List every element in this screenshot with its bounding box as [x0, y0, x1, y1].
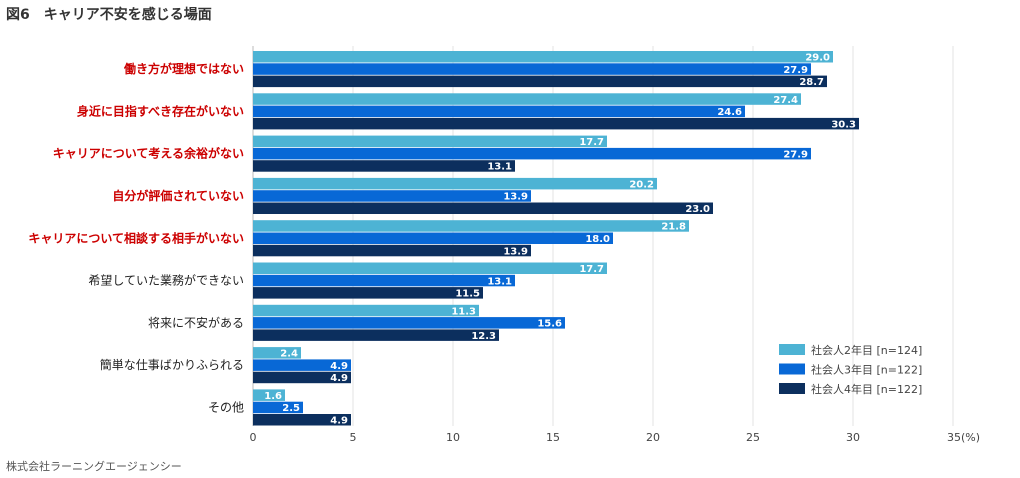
data-label: 2.4	[280, 349, 298, 360]
legend-label: 社会人2年目 [n=124]	[811, 343, 922, 357]
category-label: 働き方が理想ではない	[123, 61, 244, 76]
legend-swatch	[779, 344, 805, 355]
bar	[253, 329, 499, 341]
data-label: 13.1	[487, 276, 512, 287]
bar	[253, 117, 859, 130]
bar	[253, 93, 801, 105]
bar	[253, 287, 483, 299]
category-label: 希望していた業務ができない	[88, 273, 244, 288]
data-label: 13.1	[487, 162, 512, 173]
x-tick-label: 15	[546, 431, 560, 444]
source-credit: 株式会社ラーニングエージェンシー	[6, 460, 182, 473]
bar	[253, 63, 811, 75]
bar	[253, 274, 515, 287]
data-label: 2.5	[282, 403, 300, 414]
x-tick-label: 30	[846, 431, 860, 444]
legend-swatch	[779, 383, 805, 394]
legend-label: 社会人3年目 [n=122]	[811, 363, 922, 377]
bar	[253, 202, 713, 214]
x-tick-label: 0	[250, 431, 257, 444]
bar	[253, 389, 285, 401]
data-label: 4.9	[330, 373, 348, 384]
chart-title: 図6 キャリア不安を感じる場面	[6, 4, 212, 24]
bar	[253, 304, 479, 317]
data-label: 13.9	[503, 192, 528, 203]
data-label: 1.6	[264, 391, 282, 402]
bar	[253, 232, 613, 244]
data-label: 17.7	[579, 137, 604, 148]
bar	[253, 262, 607, 274]
bar	[253, 347, 301, 359]
data-label: 27.9	[783, 65, 808, 76]
bar	[253, 160, 515, 172]
data-label: 28.7	[799, 77, 824, 88]
title-text: キャリア不安を感じる場面	[43, 7, 212, 23]
bar	[253, 220, 689, 232]
data-label: 4.9	[330, 416, 348, 427]
x-tick-label: 25	[746, 431, 760, 444]
category-label: キャリアについて考える余裕がない	[53, 146, 244, 161]
category-label: 将来に不安がある	[148, 315, 244, 330]
data-label: 30.3	[831, 119, 856, 130]
figure-number: 図6	[6, 7, 30, 23]
category-label: 簡単な仕事ばかりふられる	[100, 357, 244, 372]
x-tick-label: 35(%)	[947, 431, 980, 444]
bar	[253, 177, 657, 190]
category-label: その他	[208, 400, 244, 414]
bar	[253, 105, 745, 118]
category-label: 身近に目指すべき存在がいない	[77, 103, 244, 118]
bar	[253, 244, 531, 257]
x-tick-label: 20	[646, 431, 660, 444]
data-label: 29.0	[805, 53, 830, 64]
bar	[253, 147, 811, 160]
legend-label: 社会人4年目 [n=122]	[811, 382, 922, 396]
data-label: 11.5	[455, 289, 480, 300]
data-label: 12.3	[471, 331, 496, 342]
bar	[253, 135, 607, 148]
x-tick-label: 5	[350, 431, 357, 444]
category-label: 自分が評価されていない	[112, 188, 244, 203]
bar	[253, 190, 531, 202]
bar	[253, 75, 827, 88]
data-label: 15.6	[537, 319, 562, 330]
data-label: 11.3	[451, 306, 476, 317]
data-label: 27.9	[783, 149, 808, 160]
legend-swatch	[779, 363, 805, 375]
bar	[253, 359, 351, 371]
bar	[253, 401, 303, 414]
data-label: 24.6	[717, 107, 742, 118]
x-tick-label: 10	[446, 431, 460, 444]
bar	[253, 414, 351, 426]
data-label: 20.2	[629, 179, 654, 190]
data-label: 27.4	[773, 95, 798, 106]
bar	[253, 371, 351, 384]
bar	[253, 317, 565, 329]
data-label: 23.0	[685, 204, 710, 215]
data-label: 21.8	[661, 222, 686, 233]
bar	[253, 51, 833, 63]
data-label: 4.9	[330, 361, 348, 372]
data-label: 18.0	[585, 234, 610, 245]
category-label: キャリアについて相談する相手がいない	[28, 230, 244, 245]
data-label: 17.7	[579, 264, 604, 275]
data-label: 13.9	[503, 246, 528, 257]
